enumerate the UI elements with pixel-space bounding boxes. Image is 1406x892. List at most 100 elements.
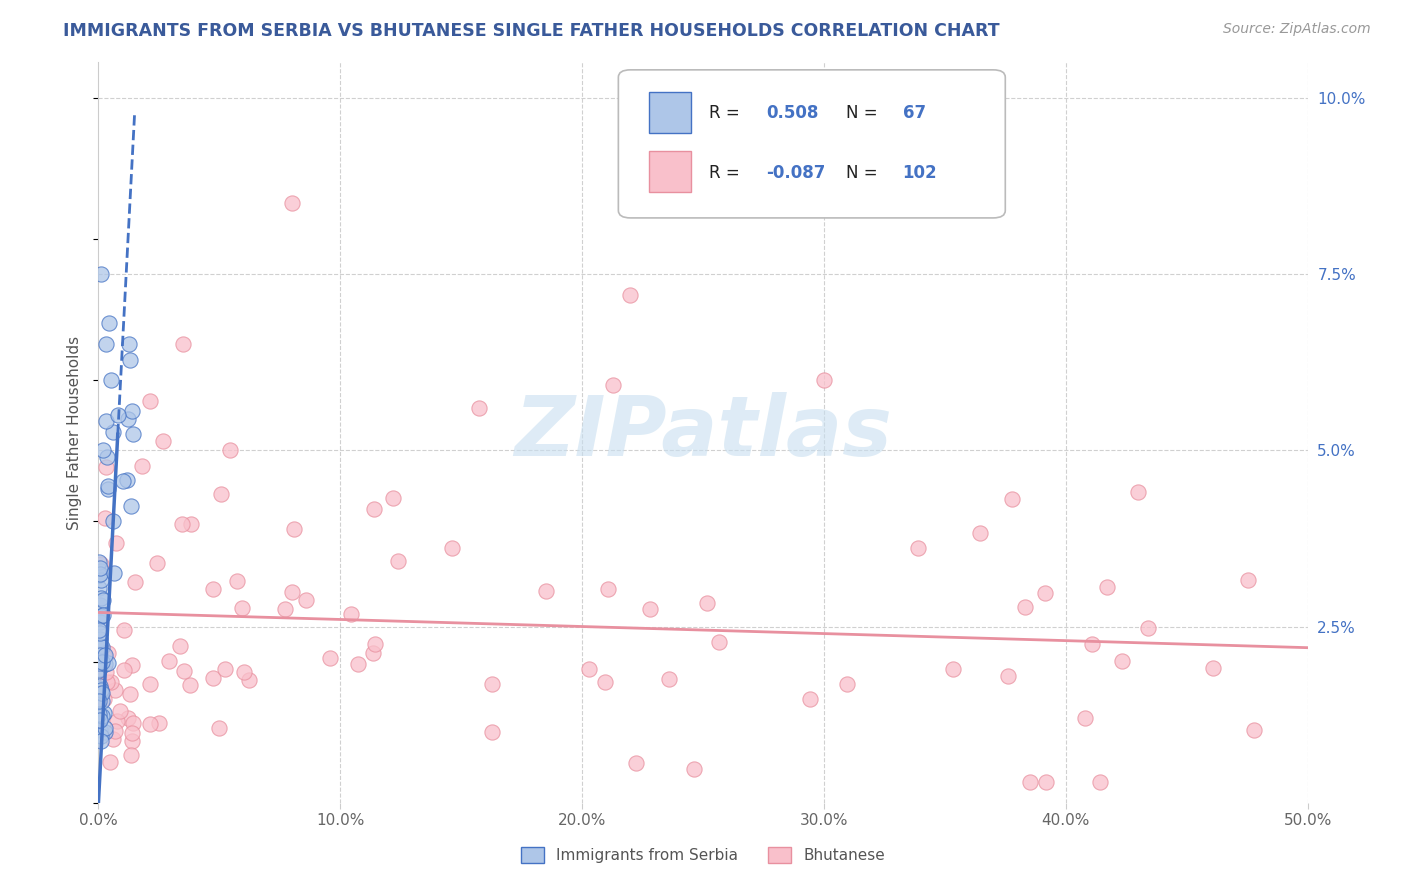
Point bbox=[813, 373, 835, 387]
Point bbox=[1074, 711, 1097, 725]
Point bbox=[1001, 491, 1024, 506]
Point bbox=[104, 682, 127, 697]
Point bbox=[624, 756, 647, 770]
Point bbox=[382, 491, 405, 505]
Point bbox=[942, 662, 965, 676]
Point bbox=[233, 665, 256, 679]
Point bbox=[274, 602, 297, 616]
Point bbox=[1243, 723, 1265, 737]
Point bbox=[89, 566, 111, 581]
Point bbox=[87, 581, 110, 595]
Point bbox=[118, 352, 141, 367]
Point bbox=[100, 373, 122, 387]
Point bbox=[94, 511, 117, 525]
Point bbox=[468, 401, 491, 415]
Point bbox=[347, 657, 370, 672]
Point bbox=[1019, 774, 1042, 789]
Point bbox=[89, 648, 111, 662]
Point bbox=[98, 317, 121, 331]
Point bbox=[121, 658, 143, 673]
Point bbox=[138, 717, 160, 731]
Point bbox=[1014, 599, 1036, 614]
Point bbox=[91, 592, 114, 607]
Point bbox=[201, 582, 224, 597]
Point bbox=[87, 694, 110, 708]
Point bbox=[180, 517, 202, 532]
Point bbox=[602, 377, 624, 392]
Point bbox=[89, 626, 111, 640]
Point bbox=[280, 585, 302, 599]
Point bbox=[91, 608, 114, 623]
Point bbox=[101, 514, 124, 528]
Point bbox=[117, 473, 139, 487]
Point bbox=[179, 678, 201, 692]
Point bbox=[97, 646, 120, 660]
Legend: Immigrants from Serbia, Bhutanese: Immigrants from Serbia, Bhutanese bbox=[515, 841, 891, 869]
Point bbox=[593, 674, 616, 689]
Point bbox=[157, 654, 180, 668]
Point bbox=[238, 673, 260, 688]
Point bbox=[103, 566, 125, 580]
Point bbox=[117, 411, 139, 425]
Point bbox=[98, 755, 121, 769]
Point bbox=[173, 664, 195, 678]
Point bbox=[1033, 585, 1056, 599]
Point bbox=[364, 637, 387, 651]
Point bbox=[1111, 655, 1133, 669]
Text: R =: R = bbox=[709, 164, 740, 183]
Point bbox=[619, 288, 641, 302]
Point bbox=[89, 555, 111, 569]
Point bbox=[121, 726, 143, 740]
Point bbox=[93, 648, 115, 662]
Point bbox=[319, 651, 342, 665]
Point bbox=[907, 541, 929, 556]
Point bbox=[94, 725, 117, 739]
Point bbox=[87, 567, 110, 582]
Point bbox=[97, 656, 120, 670]
Text: ZIPatlas: ZIPatlas bbox=[515, 392, 891, 473]
Point bbox=[90, 659, 112, 673]
Point bbox=[90, 564, 112, 578]
Point bbox=[148, 716, 170, 731]
Point bbox=[997, 669, 1019, 683]
Point bbox=[121, 734, 143, 748]
Point bbox=[1035, 774, 1057, 789]
Point bbox=[1126, 485, 1149, 500]
Point bbox=[578, 662, 600, 676]
Point bbox=[101, 425, 124, 439]
Point bbox=[340, 607, 363, 622]
Point bbox=[114, 623, 136, 637]
Point bbox=[90, 734, 112, 748]
Point bbox=[94, 665, 117, 679]
Point bbox=[707, 634, 730, 648]
Point bbox=[90, 694, 112, 708]
Point bbox=[152, 434, 174, 448]
FancyBboxPatch shape bbox=[648, 152, 690, 192]
Point bbox=[93, 648, 115, 663]
Point bbox=[225, 574, 247, 589]
Point bbox=[87, 664, 110, 678]
Point bbox=[202, 671, 225, 685]
Point bbox=[596, 582, 619, 596]
Point bbox=[94, 460, 117, 475]
Point bbox=[89, 679, 111, 693]
Point bbox=[231, 601, 253, 615]
Point bbox=[90, 729, 112, 743]
Point bbox=[87, 681, 110, 695]
Text: 67: 67 bbox=[903, 103, 925, 122]
Point bbox=[89, 560, 111, 574]
Point bbox=[481, 724, 503, 739]
Point bbox=[1088, 774, 1111, 789]
Point bbox=[105, 714, 128, 729]
Point bbox=[104, 723, 127, 738]
Point bbox=[89, 615, 111, 629]
Point bbox=[363, 502, 385, 516]
Point bbox=[90, 609, 112, 624]
Point bbox=[117, 711, 139, 725]
Point bbox=[90, 267, 112, 281]
Point bbox=[139, 677, 162, 691]
Text: -0.087: -0.087 bbox=[766, 164, 825, 183]
Y-axis label: Single Father Households: Single Father Households bbox=[67, 335, 83, 530]
Text: N =: N = bbox=[845, 103, 877, 122]
Point bbox=[696, 596, 718, 610]
